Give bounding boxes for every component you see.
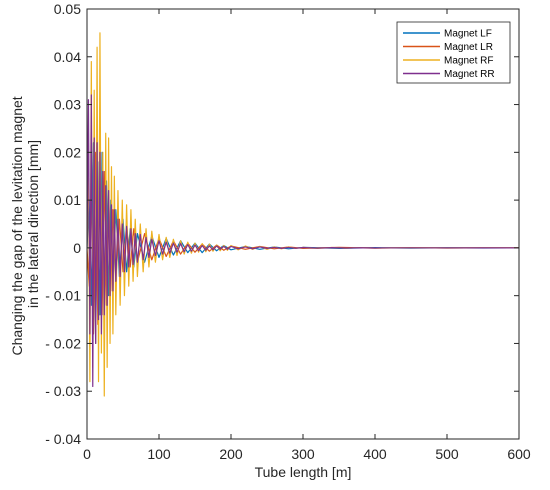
- y-tick-label: 0.05: [54, 1, 81, 17]
- legend-label: Magnet LF: [444, 29, 492, 40]
- y-tick-label: - 0.02: [45, 335, 81, 351]
- y-tick-label: 0: [73, 240, 81, 256]
- legend-label: Magnet RR: [444, 69, 495, 80]
- series-layer: [87, 32, 519, 397]
- x-axis: 0 100 200 300 400 500 600: [83, 9, 531, 462]
- y-axis-label-line-1: Changing the gap of the levitation magne…: [9, 96, 25, 355]
- x-tick-label: 600: [507, 446, 531, 462]
- y-axis-label: Changing the gap of the levitation magne…: [9, 92, 41, 355]
- y-tick-label: 0.03: [54, 97, 81, 113]
- x-tick-label: 300: [291, 446, 315, 462]
- series-line-magnet-rf: [87, 32, 519, 397]
- y-tick-label: 0.04: [54, 49, 81, 65]
- y-tick-label: - 0.01: [45, 288, 81, 304]
- x-tick-label: 200: [219, 446, 243, 462]
- legend: Magnet LF Magnet LR Magnet RF Magnet RR: [396, 21, 511, 84]
- y-axis-label-line-2: in the lateral direction [mm]: [25, 140, 41, 308]
- x-tick-label: 500: [435, 446, 459, 462]
- series-line-magnet-rr: [87, 94, 519, 388]
- x-axis-label: Tube length [m]: [255, 464, 352, 480]
- y-tick-label: - 0.04: [45, 431, 81, 447]
- y-axis: 0.05 0.04 0.03 0.02 0.01 0 - 0.01 - 0.02 - 0.03 -…: [45, 1, 519, 447]
- legend-label: Magnet RF: [444, 56, 493, 67]
- y-tick-label: 0.02: [54, 144, 81, 160]
- y-tick-label: 0.01: [54, 192, 81, 208]
- x-tick-label: 400: [363, 446, 387, 462]
- legend-label: Magnet LR: [444, 42, 493, 53]
- x-tick-label: 100: [147, 446, 171, 462]
- y-tick-label: - 0.03: [45, 383, 81, 399]
- x-tick-label: 0: [83, 446, 91, 462]
